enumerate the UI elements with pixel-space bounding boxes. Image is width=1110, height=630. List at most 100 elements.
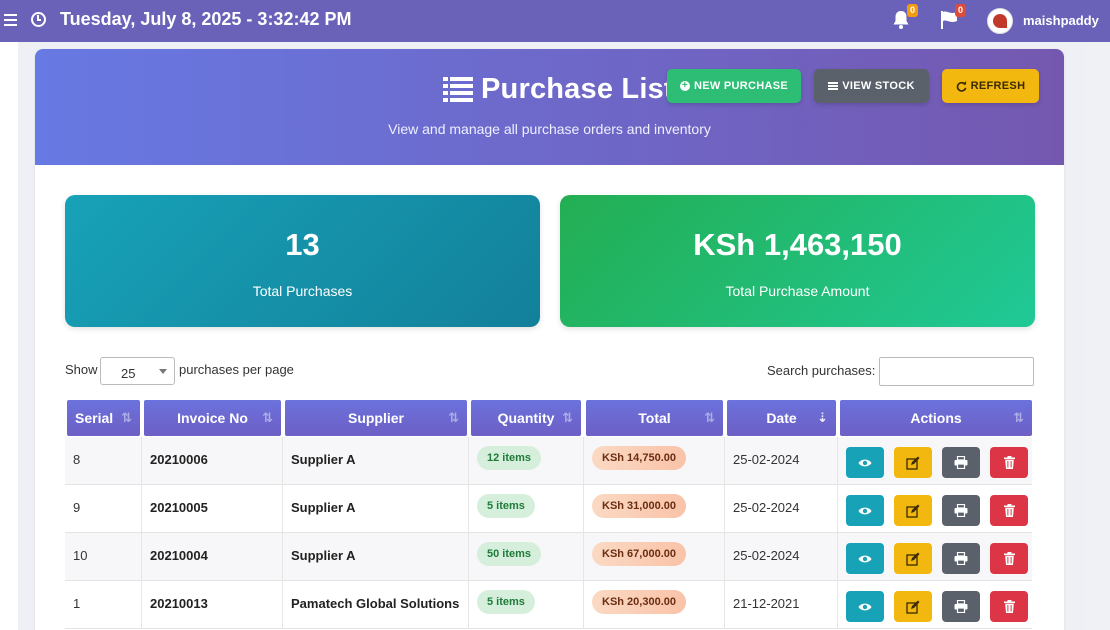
edit-icon — [906, 456, 920, 470]
list-icon — [443, 76, 473, 103]
refresh-icon — [956, 80, 967, 92]
total-badge: KSh 31,000.00 — [592, 494, 686, 518]
column-header-total[interactable]: Total ⇅ — [586, 400, 723, 436]
cell-date: 25-02-2024 — [725, 533, 838, 581]
column-header-label: Date — [766, 410, 797, 426]
print-icon — [954, 600, 968, 613]
menu-icon[interactable] — [4, 14, 17, 26]
column-header-actions[interactable]: Actions ⇅ — [840, 400, 1032, 436]
delete-button[interactable] — [990, 543, 1028, 574]
print-icon — [954, 504, 968, 517]
cell-supplier: Supplier A — [283, 533, 469, 581]
column-header-label: Serial — [75, 410, 114, 426]
cell-serial: 1 — [65, 581, 142, 629]
current-datetime: Tuesday, July 8, 2025 - 3:32:42 PM — [60, 9, 352, 29]
page-size-select[interactable]: 25 — [100, 357, 175, 385]
edit-button[interactable] — [894, 447, 932, 478]
cell-supplier: Supplier A — [283, 437, 469, 485]
eye-icon — [858, 603, 872, 610]
column-header-serial[interactable]: Serial ⇅ — [67, 400, 140, 436]
supplier-value: Pamatech Global Solutions — [291, 596, 460, 611]
cell-actions — [838, 437, 1032, 485]
cell-quantity: 12 items — [469, 437, 584, 485]
card-header: Purchase List + NEW PURCHASE VIEW STOCK … — [35, 49, 1064, 165]
total-purchases-label: Total Purchases — [252, 283, 353, 299]
cell-date: 25-02-2024 — [725, 485, 838, 533]
delete-button[interactable] — [990, 447, 1028, 478]
trash-icon — [1003, 552, 1015, 565]
column-header-supplier[interactable]: Supplier ⇅ — [285, 400, 467, 436]
quantity-badge: 5 items — [477, 590, 535, 614]
view-stock-button[interactable]: VIEW STOCK — [814, 69, 929, 103]
new-purchase-label: NEW PURCHASE — [693, 80, 789, 92]
chevron-down-icon — [159, 369, 167, 374]
flags-badge: 0 — [954, 4, 966, 17]
print-button[interactable] — [942, 543, 980, 574]
cell-invoice: 20210004 — [142, 533, 283, 581]
top-navbar: Tuesday, July 8, 2025 - 3:32:42 PM 0 0 m… — [0, 0, 1110, 42]
column-header-label: Invoice No — [177, 410, 248, 426]
table-row: 1 20210013 Pamatech Global Solutions 5 i… — [65, 581, 1032, 629]
edit-button[interactable] — [894, 591, 932, 622]
refresh-button[interactable]: REFRESH — [942, 69, 1039, 103]
total-purchases-value: 13 — [285, 227, 320, 262]
cell-actions — [838, 533, 1032, 581]
notifications-badge: 0 — [906, 4, 918, 17]
purchase-list-card: Purchase List + NEW PURCHASE VIEW STOCK … — [35, 49, 1064, 630]
cell-invoice: 20210013 — [142, 581, 283, 629]
cell-serial: 10 — [65, 533, 142, 581]
search-input[interactable] — [879, 357, 1034, 386]
show-label: Show — [65, 362, 98, 377]
notifications-button[interactable]: 0 — [892, 4, 918, 30]
view-button[interactable] — [846, 447, 884, 478]
username[interactable]: maishpaddy — [1023, 13, 1099, 28]
sort-icon: ⇅ — [262, 410, 273, 425]
cell-supplier: Pamatech Global Solutions — [283, 581, 469, 629]
column-header-invoice[interactable]: Invoice No ⇅ — [144, 400, 281, 436]
bell-icon — [893, 11, 909, 29]
edit-button[interactable] — [894, 543, 932, 574]
cell-total: KSh 31,000.00 — [584, 485, 725, 533]
cell-quantity: 5 items — [469, 581, 584, 629]
cell-quantity: 50 items — [469, 533, 584, 581]
date-value: 21-12-2021 — [733, 596, 800, 611]
edit-button[interactable] — [894, 495, 932, 526]
print-button[interactable] — [942, 591, 980, 622]
cell-total: KSh 14,750.00 — [584, 437, 725, 485]
date-value: 25-02-2024 — [733, 548, 800, 563]
avatar[interactable] — [987, 8, 1013, 34]
print-button[interactable] — [942, 447, 980, 478]
total-amount-card: KSh 1,463,150 Total Purchase Amount — [560, 195, 1035, 327]
flags-button[interactable]: 0 — [940, 4, 966, 30]
search-label: Search purchases: — [767, 363, 876, 378]
serial-value: 9 — [73, 500, 81, 515]
cell-total: KSh 20,300.00 — [584, 581, 725, 629]
total-amount-value: KSh 1,463,150 — [693, 227, 902, 262]
clock-icon — [31, 12, 46, 27]
cell-quantity: 5 items — [469, 485, 584, 533]
print-button[interactable] — [942, 495, 980, 526]
view-stock-label: VIEW STOCK — [842, 80, 915, 92]
column-header-quantity[interactable]: Quantity ⇅ — [471, 400, 581, 436]
view-button[interactable] — [846, 543, 884, 574]
cell-actions — [838, 581, 1032, 629]
eye-icon — [858, 507, 872, 514]
total-badge: KSh 67,000.00 — [592, 542, 686, 566]
delete-button[interactable] — [990, 591, 1028, 622]
supplier-value: Supplier A — [291, 452, 356, 467]
delete-button[interactable] — [990, 495, 1028, 526]
refresh-label: REFRESH — [970, 80, 1026, 92]
print-icon — [954, 456, 968, 469]
table-row: 9 20210005 Supplier A 5 items KSh 31,000… — [65, 485, 1032, 533]
cell-date: 21-12-2021 — [725, 581, 838, 629]
right-scroll-area — [1085, 42, 1110, 630]
sort-desc-icon: ⇣ — [817, 410, 828, 425]
column-header-date[interactable]: Date ⇣ — [727, 400, 836, 436]
supplier-value: Supplier A — [291, 548, 356, 563]
view-button[interactable] — [846, 495, 884, 526]
sort-icon: ⇅ — [562, 410, 573, 425]
date-value: 25-02-2024 — [733, 452, 800, 467]
new-purchase-button[interactable]: + NEW PURCHASE — [667, 69, 801, 103]
view-button[interactable] — [846, 591, 884, 622]
date-value: 25-02-2024 — [733, 500, 800, 515]
